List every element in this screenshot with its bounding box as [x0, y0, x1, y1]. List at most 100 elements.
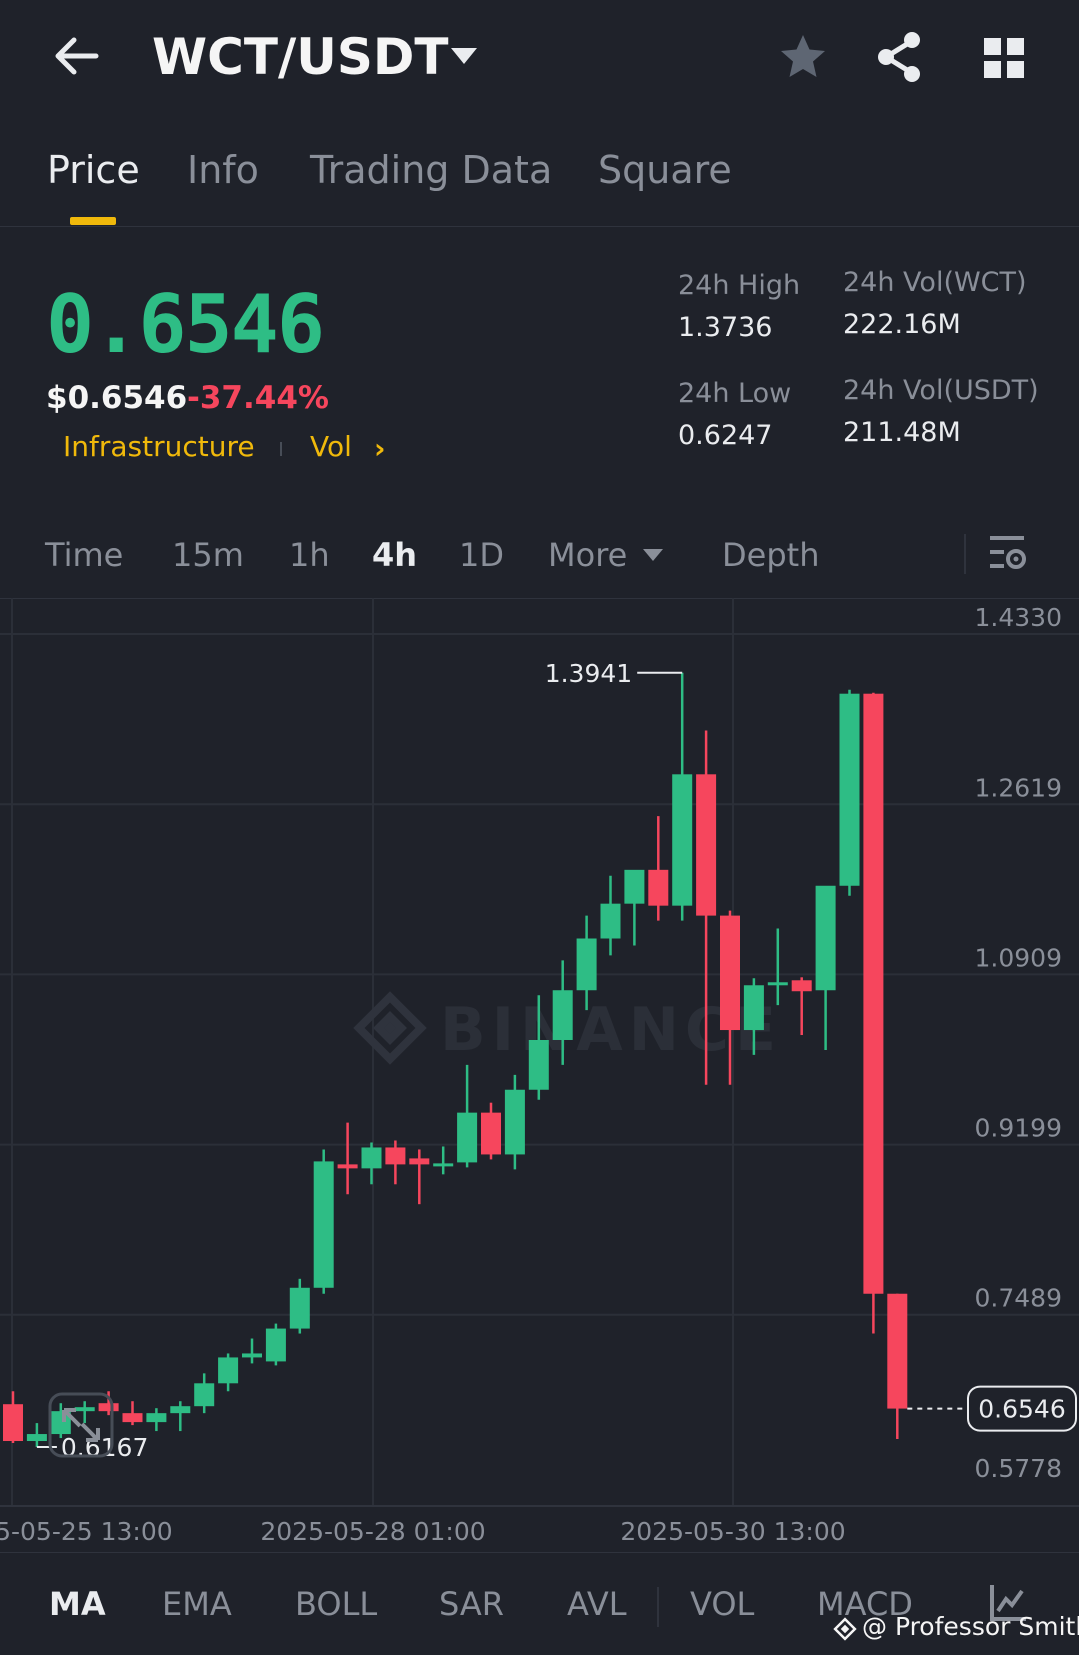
active-tab-indicator [70, 217, 116, 225]
category-tag[interactable]: Infrastructure [63, 430, 255, 463]
candle-body [887, 1293, 908, 1409]
y-tick-label: 0.9199 [975, 1114, 1062, 1143]
chevron-right-icon[interactable]: › [374, 432, 386, 465]
expand-chart-icon[interactable] [48, 1392, 114, 1458]
indicator-divider [657, 1587, 659, 1627]
candle-body [218, 1357, 239, 1384]
candle-body [3, 1404, 23, 1442]
candle-body [26, 1434, 47, 1442]
low-value: 0.6247 [678, 420, 773, 451]
y-tick-label: 1.0909 [975, 943, 1062, 972]
candle [146, 1408, 167, 1432]
candle [696, 730, 717, 1085]
vol-quote-label: 24h Vol(USDT) [843, 375, 1039, 406]
candle-body [552, 990, 573, 1040]
candlestick-chart[interactable]: BINANCE 1.4330 1.2619 1.0909 0.9199 0.7489 0.… [0, 598, 1079, 1552]
candle-body [74, 1407, 95, 1412]
tab-square[interactable]: Square [598, 148, 732, 192]
candle [433, 1146, 454, 1175]
candle-body [863, 693, 884, 1294]
vol-base-label: 24h Vol(WCT) [843, 267, 1027, 298]
back-arrow-icon[interactable] [50, 30, 102, 82]
x-tick-label: 2025-05-28 01:00 [260, 1517, 485, 1546]
caret-down-icon[interactable] [642, 548, 664, 562]
vol-tag[interactable]: Vol [310, 430, 352, 463]
binance-logo-icon [833, 1617, 857, 1641]
candle-body [146, 1413, 167, 1423]
candle [648, 816, 669, 921]
main-tabs: Price Info Trading Data Square [0, 140, 1079, 227]
tab-trading-data[interactable]: Trading Data [310, 148, 553, 192]
candle-body [600, 903, 621, 939]
tab-price[interactable]: Price [47, 148, 140, 192]
candle [720, 910, 740, 1085]
candle [3, 1391, 23, 1444]
binance-watermark-logo: BINANCE [353, 991, 782, 1065]
candle [122, 1401, 143, 1426]
candle [552, 960, 573, 1065]
tab-info[interactable]: Info [187, 148, 259, 192]
interval-15m[interactable]: 15m [172, 536, 244, 574]
candle [242, 1338, 262, 1364]
candle-body [648, 869, 669, 906]
price-change-percent: -37.44% [187, 380, 329, 416]
candle-body [170, 1406, 191, 1414]
interval-divider [964, 534, 966, 574]
caret-down-icon[interactable] [449, 46, 479, 66]
candle-body [242, 1353, 262, 1358]
candle-body [576, 938, 597, 991]
trading-pair-title[interactable]: WCT/USDT [152, 28, 449, 86]
indicator-settings-icon[interactable] [988, 1583, 1028, 1623]
indicator-ma[interactable]: MA [49, 1585, 106, 1623]
candle [98, 1391, 119, 1416]
usd-price: $0.6546 [46, 380, 188, 416]
grid-menu-icon[interactable] [982, 36, 1026, 80]
candle [504, 1074, 525, 1170]
candle [624, 869, 645, 946]
candle-body [696, 774, 717, 916]
candle-body [791, 980, 812, 992]
min-price-label: 0.6167 [61, 1433, 148, 1462]
favorite-star-icon[interactable] [778, 32, 828, 82]
indicator-ema[interactable]: EMA [162, 1585, 232, 1623]
candle [743, 978, 764, 1055]
interval-time[interactable]: Time [45, 536, 124, 574]
vol-quote-value: 211.48M [843, 417, 961, 448]
candle [337, 1122, 358, 1195]
interval-4h[interactable]: 4h [372, 536, 418, 574]
candle-body [265, 1328, 286, 1362]
candle [265, 1323, 286, 1366]
interval-bar: Time 15m 1h 4h 1D More Depth [0, 520, 1079, 599]
y-tick-label: 0.7489 [975, 1284, 1062, 1313]
candle [409, 1149, 430, 1205]
candle-body [194, 1383, 215, 1407]
high-value: 1.3736 [678, 312, 773, 343]
candle [672, 672, 693, 921]
interval-1h[interactable]: 1h [289, 536, 330, 574]
x-tick-label: 2025-05-30 13:00 [620, 1517, 845, 1546]
candle [194, 1373, 215, 1414]
candle-body [528, 1039, 549, 1090]
indicator-vol[interactable]: VOL [690, 1585, 755, 1623]
interval-1d[interactable]: 1D [459, 536, 504, 574]
indicator-boll[interactable]: BOLL [295, 1585, 378, 1623]
indicator-avl[interactable]: AVL [567, 1585, 627, 1623]
candle [576, 915, 597, 1011]
candle-body [385, 1147, 406, 1165]
share-icon[interactable] [874, 30, 924, 84]
indicator-sar[interactable]: SAR [439, 1585, 505, 1623]
candle [791, 977, 812, 1036]
indicator-macd[interactable]: MACD [817, 1585, 913, 1623]
candle-body [409, 1158, 430, 1165]
svg-text:BINANCE: BINANCE [440, 995, 782, 1065]
chart-settings-icon[interactable] [988, 532, 1028, 576]
candle [385, 1140, 406, 1185]
candle [170, 1401, 191, 1432]
candle [481, 1102, 501, 1160]
interval-more[interactable]: More [548, 536, 628, 574]
y-tick-label: 0.5778 [975, 1454, 1062, 1483]
candle-body [815, 885, 836, 991]
interval-depth[interactable]: Depth [722, 536, 820, 574]
candle [528, 995, 549, 1100]
candle [313, 1149, 334, 1294]
